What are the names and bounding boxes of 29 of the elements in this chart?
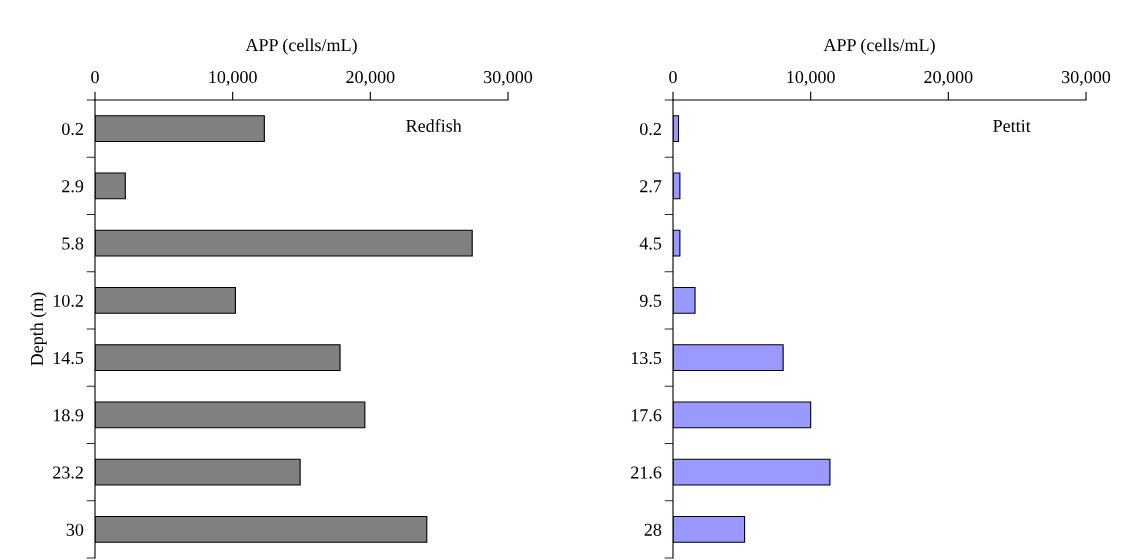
x-tick-label: 20,000 [346,70,395,86]
y-tick-label: 18.9 [53,409,84,422]
y-tick-label: 17.6 [631,409,662,422]
x-tick-label: 30,000 [484,70,533,86]
y-tick-label: 9.5 [639,294,662,307]
x-tick-label: 0 [669,70,677,84]
x-tick-label: 10,000 [209,70,257,86]
y-tick-label: 2.7 [640,180,662,193]
y-tick-label: 4.5 [639,237,662,250]
y-tick-label: 13.5 [631,351,662,365]
x-axis-title: APP (cells/mL) [245,38,357,55]
y-tick-label: 2.9 [62,180,84,193]
y-tick-label: 10.2 [53,294,83,307]
x-axis-title: APP (cells/mL) [823,38,935,55]
annotation: Pettit [993,119,1031,132]
y-tick-label: 21.6 [631,466,662,479]
x-tick-label: 30,000 [1062,70,1111,86]
y-axis-title: Depth (m) [30,292,47,366]
y-tick-label: 23.2 [53,466,83,479]
y-tick-label: 28 [644,523,662,536]
x-tick-label: 0 [91,70,99,84]
y-tick-label: 30 [66,523,84,536]
y-tick-label: 5.8 [62,237,84,250]
annotation: Redfish [406,119,462,132]
x-tick-label: 10,000 [787,70,835,86]
x-tick-label: 20,000 [924,70,973,86]
y-tick-label: 14.5 [53,351,84,365]
y-tick-label: 0.2 [640,122,661,136]
y-tick-label: 0.2 [62,122,83,136]
